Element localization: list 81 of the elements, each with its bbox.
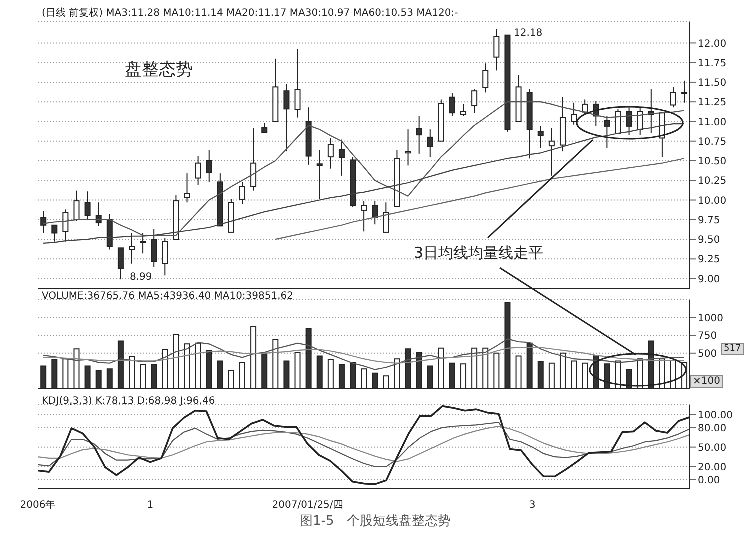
y-tick-label: 9.75 [698, 215, 720, 226]
line-series [275, 158, 686, 240]
candlestick [494, 28, 500, 72]
y-tick-label: 11.00 [698, 117, 727, 128]
x-tick-label: 3 [529, 500, 536, 511]
candlestick [240, 182, 246, 205]
candlestick [637, 107, 644, 136]
candlestick [250, 128, 257, 192]
y-tick-label: 11.25 [698, 98, 727, 109]
candlestick [162, 237, 168, 276]
candlestick [74, 190, 80, 222]
caption: 图1-5 个股短线盘整态势 [300, 513, 452, 530]
candlestick [129, 232, 135, 264]
chart-title: VOLUME:36765.76 MA5:43936.40 MA10:39851.62 [42, 291, 294, 302]
annotation: 8.99 [130, 272, 152, 283]
candlestick [416, 116, 422, 154]
y-tick-label: 80.00 [698, 423, 727, 434]
annotation: 12.18 [514, 28, 543, 39]
chart-title: KDJ(9,3,3) K:78.13 D:68.98 J:96.46 [42, 396, 216, 407]
candlestick [682, 80, 688, 104]
candlestick [151, 228, 158, 268]
text: ×100 [690, 375, 724, 388]
y-tick-label: 750 [698, 331, 718, 342]
candlestick [538, 126, 544, 149]
annotation: 盘整态势 [125, 59, 193, 81]
y-tick-label: 10.25 [698, 176, 727, 188]
candlestick [449, 92, 456, 117]
candlestick [184, 173, 190, 204]
y-tick-label: 9.25 [698, 254, 720, 266]
y-tick-label: 10.50 [698, 156, 727, 168]
line-series [42, 338, 686, 370]
y-tick-label: 12.00 [698, 38, 727, 50]
candlestick [140, 232, 146, 254]
y-tick-label: 10.75 [698, 136, 727, 148]
candlestick [615, 108, 622, 134]
candlestick [361, 200, 368, 232]
candlestick [316, 150, 323, 200]
candlestick [328, 138, 334, 170]
candlestick [427, 129, 434, 158]
candlestick [472, 89, 478, 114]
x-tick-label: 2007/01/25/四 [272, 500, 344, 511]
candlestick [582, 99, 588, 116]
y-tick-label: 11.75 [698, 58, 727, 70]
candlestick [195, 156, 202, 186]
candlestick [262, 122, 268, 134]
candlestick [460, 104, 467, 117]
annotation: 3日均线均量线走平 [414, 244, 544, 263]
candlestick [405, 129, 412, 166]
y-tick-label: 20.00 [698, 462, 727, 474]
candlestick [383, 202, 390, 234]
x-tick-label: 1 [147, 500, 154, 511]
candlestick [571, 102, 578, 126]
line-series [42, 347, 686, 364]
candlestick [206, 150, 212, 183]
y-tick-label: 500 [698, 348, 718, 360]
candlestick [62, 209, 69, 242]
candlestick [482, 63, 489, 94]
candlestick [294, 48, 301, 118]
candlestick [604, 116, 610, 149]
y-tick-label: 9.50 [698, 235, 720, 246]
candlestick [52, 224, 58, 242]
candlestick [284, 84, 290, 152]
candlestick [118, 248, 124, 280]
y-tick-label: 50.00 [698, 442, 727, 454]
text: 517 [721, 343, 744, 355]
chart-title: (日线 前复权) MA3:11.28 MA10:11.14 MA20:11.17 MA30:10.97 MA60:10.53 MA120:- [42, 6, 458, 20]
y-tick-label: 100.00 [698, 410, 733, 422]
candlestick [670, 86, 676, 108]
candlestick [40, 210, 47, 234]
x-tick-label: 2006年 [20, 499, 56, 511]
y-tick-label: 11.50 [698, 78, 727, 90]
candlestick [626, 107, 632, 136]
y-tick-label: 1000 [698, 313, 724, 324]
y-tick-label: 0.00 [698, 475, 720, 486]
candlestick [548, 128, 555, 176]
y-tick-label: 9.00 [698, 274, 720, 286]
candlestick [338, 139, 345, 176]
y-tick-label: 10.00 [698, 196, 727, 207]
candlestick [372, 200, 378, 226]
candlestick [84, 191, 91, 220]
line-series [37, 405, 691, 486]
